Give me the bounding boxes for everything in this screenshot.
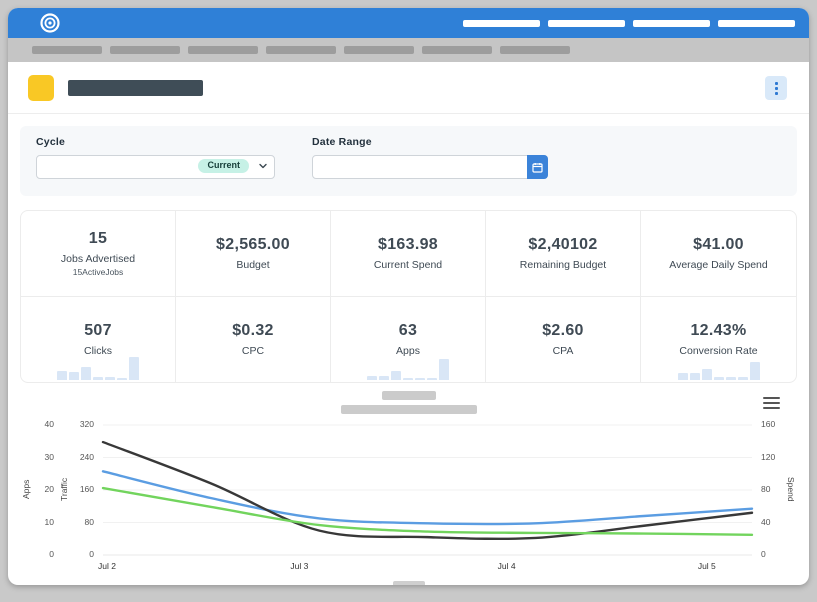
stat-value: $163.98 [378, 236, 438, 253]
top-nav-links [463, 19, 795, 27]
apps-sparkline [367, 356, 449, 380]
stat-cpc: $0.32 CPC [176, 297, 331, 382]
chart-body: Apps 40 30 20 10 0 Traffic 320 240 160 80 0 160 1… [20, 419, 797, 559]
top-nav-item-redacted[interactable] [548, 19, 625, 27]
stat-label: Conversion Rate [679, 345, 758, 357]
stat-label: Average Daily Spend [669, 259, 768, 271]
top-nav-item-redacted[interactable] [633, 19, 710, 27]
app-window: Cycle Current Date Range [8, 8, 809, 585]
stat-label: Clicks [84, 345, 112, 357]
chevron-down-icon [259, 162, 267, 170]
hamburger-icon [763, 397, 780, 399]
subnav-item-redacted[interactable] [266, 46, 336, 54]
stat-label: CPA [552, 345, 574, 357]
traffic-axis-ticks: 320 240 160 80 0 [79, 419, 94, 559]
filter-panel: Cycle Current Date Range [20, 126, 797, 196]
secondary-navigation-bar [8, 38, 809, 62]
page-title-redacted [68, 80, 203, 96]
top-navigation-bar [8, 8, 809, 38]
stat-cpa: $2.60 CPA [486, 297, 641, 382]
conversion-sparkline [677, 356, 760, 380]
x-axis-labels: Jul 2 Jul 3 Jul 4 Jul 5 [98, 561, 716, 571]
stat-value: 12.43% [690, 322, 747, 339]
stat-label: Budget [236, 259, 270, 271]
stat-value: $2,565.00 [216, 236, 290, 253]
date-range-input[interactable] [312, 155, 548, 179]
cycle-current-badge: Current [198, 159, 249, 173]
stat-label: Apps [396, 345, 420, 357]
traffic-line [101, 470, 754, 526]
spend-line [101, 440, 754, 541]
stat-value: 63 [398, 322, 418, 339]
stat-value: $2.60 [542, 322, 584, 339]
calendar-icon [532, 162, 543, 173]
spend-axis-ticks: 160 120 80 40 0 [761, 419, 776, 559]
stat-value: $2,40102 [528, 236, 598, 253]
cycle-field: Cycle Current [36, 136, 275, 179]
apps-axis-ticks: 40 30 20 10 0 [44, 419, 54, 559]
date-range-field: Date Range [312, 136, 548, 179]
traffic-axis-title: Traffic [59, 477, 69, 501]
stats-grid: 15 Jobs Advertised 15ActiveJobs $2,565.0… [21, 211, 796, 382]
stat-label: Current Spend [373, 259, 443, 271]
stat-label: Remaining Budget [519, 259, 607, 271]
subnav-item-redacted[interactable] [188, 46, 258, 54]
stat-value: $0.32 [232, 322, 274, 339]
stat-conversion-rate: 12.43% Conversion Rate [641, 297, 796, 382]
stat-apps: 63 Apps [331, 297, 486, 382]
stat-label: CPC [241, 345, 265, 357]
apps-axis-title: Apps [21, 479, 31, 499]
subnav-item-redacted[interactable] [110, 46, 180, 54]
kebab-icon [774, 81, 778, 85]
subnav-item-redacted[interactable] [500, 46, 570, 54]
stats-summary-card: 15 Jobs Advertised 15ActiveJobs $2,565.0… [20, 210, 797, 383]
stat-value: $41.00 [693, 236, 744, 253]
brand-spiral-logo-icon[interactable] [40, 13, 60, 33]
calendar-button[interactable] [527, 155, 548, 179]
subnav-item-redacted[interactable] [422, 46, 492, 54]
clicks-sparkline [57, 356, 139, 380]
stat-current-spend: $163.98 Current Spend [331, 211, 486, 297]
chart-menu-button[interactable] [763, 397, 780, 409]
stat-clicks: 507 Clicks [21, 297, 176, 382]
stat-jobs-advertised: 15 Jobs Advertised 15ActiveJobs [21, 211, 176, 297]
cycle-select[interactable]: Current [36, 155, 275, 179]
stat-label: Jobs Advertised [60, 253, 136, 265]
subnav-item-redacted[interactable] [32, 46, 102, 54]
job-color-icon [28, 75, 54, 101]
line-chart-plot[interactable] [101, 423, 754, 557]
top-nav-item-redacted[interactable] [463, 19, 540, 27]
date-range-label: Date Range [312, 136, 372, 148]
performance-chart-section: Apps 40 30 20 10 0 Traffic 320 240 160 80 0 160 1… [8, 383, 809, 585]
subnav-item-redacted[interactable] [344, 46, 414, 54]
stat-value: 507 [84, 322, 112, 339]
cycle-label: Cycle [36, 136, 66, 148]
x-axis-title-redacted [392, 581, 425, 585]
stat-budget: $2,565.00 Budget [176, 211, 331, 297]
more-options-button[interactable] [765, 76, 787, 100]
apps-line [101, 486, 754, 537]
chart-title-redacted [381, 391, 436, 400]
stat-value: 15 [88, 230, 108, 247]
chart-subtitle-redacted [340, 405, 477, 414]
spend-axis-title: Spend [786, 476, 796, 502]
stat-remaining-budget: $2,40102 Remaining Budget [486, 211, 641, 297]
stat-sublabel: 15ActiveJobs [72, 267, 124, 277]
chart-header [20, 389, 797, 419]
page-header [8, 62, 809, 114]
top-nav-item-redacted[interactable] [718, 19, 795, 27]
stat-average-daily-spend: $41.00 Average Daily Spend [641, 211, 796, 297]
